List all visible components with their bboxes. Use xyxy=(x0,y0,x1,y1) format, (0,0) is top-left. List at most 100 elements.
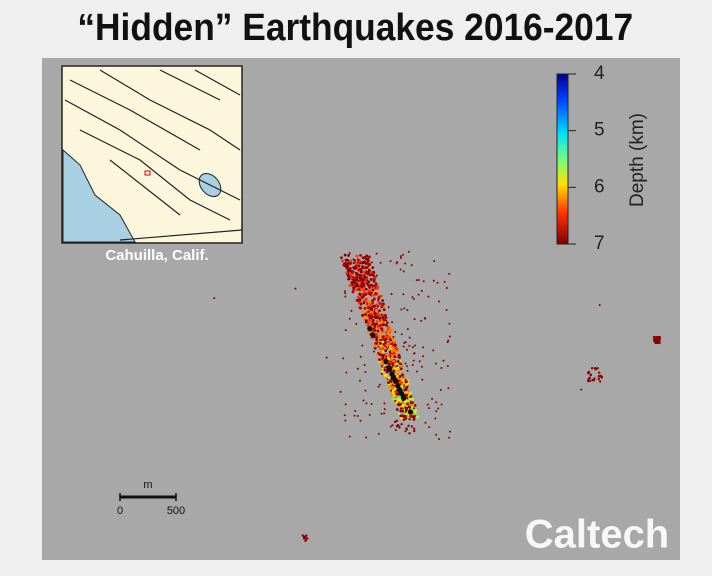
quake xyxy=(387,336,391,339)
logo: Caltech xyxy=(525,513,670,557)
quake xyxy=(369,278,373,281)
quake xyxy=(400,384,404,388)
location-marker xyxy=(144,170,151,176)
quake xyxy=(384,323,388,327)
quake xyxy=(363,280,367,284)
quake xyxy=(378,383,381,386)
quake xyxy=(347,268,351,272)
quake xyxy=(598,303,601,306)
quake xyxy=(378,358,381,362)
quake xyxy=(404,262,407,265)
quake xyxy=(418,360,421,363)
quake xyxy=(376,329,380,333)
quake xyxy=(404,362,407,365)
quake xyxy=(437,300,440,303)
quake xyxy=(390,393,393,397)
quake xyxy=(435,433,438,436)
quake xyxy=(353,414,356,417)
quake xyxy=(386,328,390,331)
quake xyxy=(383,402,386,405)
quake xyxy=(373,325,377,328)
inset-label: Cahuilla, Calif. xyxy=(105,247,208,264)
quake xyxy=(364,287,368,291)
quake xyxy=(349,259,353,263)
quake xyxy=(412,417,416,421)
quake xyxy=(389,358,393,362)
quake xyxy=(344,403,347,406)
quake xyxy=(365,254,369,258)
quake xyxy=(390,293,393,296)
quake xyxy=(345,258,348,261)
quake xyxy=(447,339,450,342)
quake xyxy=(377,432,380,435)
quake xyxy=(355,282,359,286)
quake xyxy=(426,403,429,406)
quake xyxy=(437,407,440,410)
quake xyxy=(376,345,380,349)
quake xyxy=(368,292,372,296)
quake xyxy=(405,412,408,416)
quake xyxy=(359,253,362,257)
quake xyxy=(361,261,364,265)
quake xyxy=(399,367,403,371)
quake xyxy=(408,344,411,347)
quake-large xyxy=(383,359,389,365)
quake xyxy=(422,346,425,349)
quake xyxy=(421,378,424,381)
quake xyxy=(398,355,401,358)
quake xyxy=(403,341,406,344)
earthquakes xyxy=(213,218,661,542)
quake xyxy=(411,397,415,401)
quake xyxy=(413,352,416,355)
quake xyxy=(413,429,416,433)
quake xyxy=(385,321,389,325)
quake xyxy=(380,412,383,415)
quake xyxy=(368,318,372,322)
quake xyxy=(382,342,386,346)
quake xyxy=(410,264,413,267)
quake xyxy=(390,339,393,342)
quake xyxy=(400,308,403,311)
quake xyxy=(409,395,412,399)
quake xyxy=(374,282,378,286)
quake xyxy=(366,258,369,262)
quake xyxy=(374,316,378,320)
quake xyxy=(359,287,363,291)
quake xyxy=(372,297,376,301)
quake xyxy=(420,365,423,368)
quake-large xyxy=(367,326,373,332)
colorbar-tick-label: 6 xyxy=(594,176,605,197)
quake xyxy=(325,356,328,359)
quake xyxy=(423,316,426,319)
quake xyxy=(352,258,355,261)
quake xyxy=(390,328,393,332)
quake-large xyxy=(400,395,407,401)
quake xyxy=(408,417,411,421)
quake xyxy=(596,367,599,370)
quake xyxy=(597,377,600,381)
quake xyxy=(366,330,370,334)
quake xyxy=(404,430,407,433)
quake xyxy=(364,292,368,296)
quake xyxy=(370,403,373,406)
quake xyxy=(448,430,451,433)
quake xyxy=(375,320,379,324)
quake xyxy=(356,258,360,262)
quake xyxy=(398,396,402,400)
quake xyxy=(362,301,366,305)
quake xyxy=(365,282,369,285)
quake xyxy=(389,379,392,383)
quake xyxy=(387,306,390,309)
quake xyxy=(448,436,451,439)
quake xyxy=(407,389,410,393)
quake xyxy=(213,297,216,300)
quake xyxy=(412,407,415,410)
quake xyxy=(387,357,390,360)
quake xyxy=(404,406,407,409)
quake xyxy=(387,333,391,337)
quake xyxy=(388,326,392,330)
quake xyxy=(388,384,392,388)
quake xyxy=(356,299,359,302)
quake xyxy=(392,397,396,401)
